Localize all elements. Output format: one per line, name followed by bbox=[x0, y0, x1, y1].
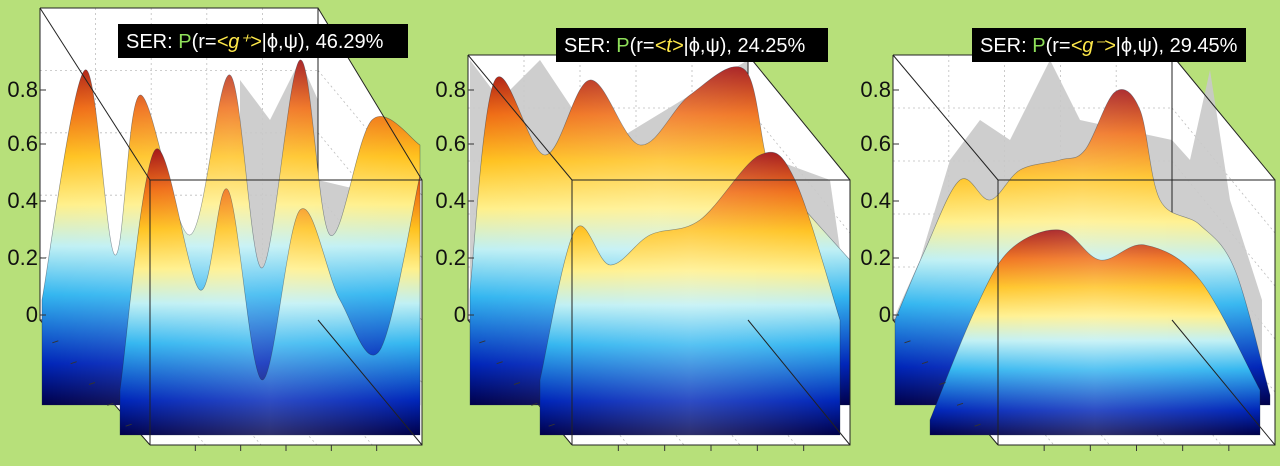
floor-ticks bbox=[479, 340, 805, 451]
z-tick-label: 0 bbox=[454, 302, 466, 327]
title-segment: |ϕ,ψ), 46.29% bbox=[262, 31, 384, 53]
title-segment: SER: bbox=[126, 31, 178, 53]
z-tick-label: 0 bbox=[879, 302, 891, 327]
title-text: SER: P(r=<g⁻>|ϕ,ψ), 29.45% bbox=[980, 35, 1238, 57]
z-tick-label: 0.2 bbox=[7, 245, 38, 270]
title-segment: (r= bbox=[1046, 35, 1071, 57]
title-background bbox=[118, 24, 408, 58]
surface-panel-1: 0 0.2 0.4 0.6 0.8 SER: P(r=<g⁺>|ϕ,ψ), 46.29% bbox=[7, 7, 423, 451]
z-tick-label: 0.8 bbox=[435, 77, 466, 102]
z-tick-label: 0.4 bbox=[435, 188, 466, 213]
title-segment: (r= bbox=[630, 35, 655, 57]
surface-panel-2: 0 0.2 0.4 0.6 0.8 SER: P(r=<t>|ϕ,ψ), 24.25% bbox=[435, 28, 851, 451]
title-text: SER: P(r=<t>|ϕ,ψ), 24.25% bbox=[564, 35, 806, 57]
floor-ticks bbox=[52, 340, 378, 451]
title-segment: <t> bbox=[655, 35, 684, 57]
title-segment: P bbox=[178, 31, 191, 53]
z-tick-label: 0.4 bbox=[860, 188, 891, 213]
title-segment: P bbox=[1032, 35, 1045, 57]
surface-highlight-2 bbox=[930, 229, 1260, 435]
title-segment: P bbox=[616, 35, 629, 57]
surface-highlight-2 bbox=[120, 148, 420, 436]
surface-panel-3: 0 0.2 0.4 0.6 0.8 SER: P(r=<g⁻>|ϕ,ψ), 29.45% bbox=[860, 28, 1276, 451]
floor-ticks bbox=[904, 340, 1230, 451]
title-segment: <g⁻> bbox=[1071, 35, 1116, 57]
title-segment: SER: bbox=[980, 35, 1032, 57]
title-segment: <g⁺> bbox=[217, 31, 262, 53]
title-segment: |ϕ,ψ), 24.25% bbox=[684, 35, 806, 57]
z-tick-label: 0.4 bbox=[7, 188, 38, 213]
z-tick-label: 0.2 bbox=[435, 245, 466, 270]
title-text: SER: P(r=<g⁺>|ϕ,ψ), 46.29% bbox=[126, 31, 384, 53]
z-tick-label: 0.6 bbox=[435, 131, 466, 156]
z-tick-label: 0.8 bbox=[860, 77, 891, 102]
title-segment: |ϕ,ψ), 29.45% bbox=[1116, 35, 1238, 57]
z-tick-label: 0.8 bbox=[7, 77, 38, 102]
z-tick-label: 0.6 bbox=[860, 131, 891, 156]
z-tick-label: 0 bbox=[26, 302, 38, 327]
title-background bbox=[556, 28, 828, 62]
z-tick-label: 0.2 bbox=[860, 245, 891, 270]
title-background bbox=[972, 28, 1246, 62]
surface-highlight-2 bbox=[540, 152, 840, 435]
panel-title: SER: P(r=<g⁻>|ϕ,ψ), 29.45% bbox=[972, 28, 1246, 62]
panel-title: SER: P(r=<t>|ϕ,ψ), 24.25% bbox=[556, 28, 828, 62]
title-segment: (r= bbox=[192, 31, 217, 53]
title-segment: SER: bbox=[564, 35, 616, 57]
z-tick-label: 0.6 bbox=[7, 131, 38, 156]
panel-title: SER: P(r=<g⁺>|ϕ,ψ), 46.29% bbox=[118, 24, 408, 58]
